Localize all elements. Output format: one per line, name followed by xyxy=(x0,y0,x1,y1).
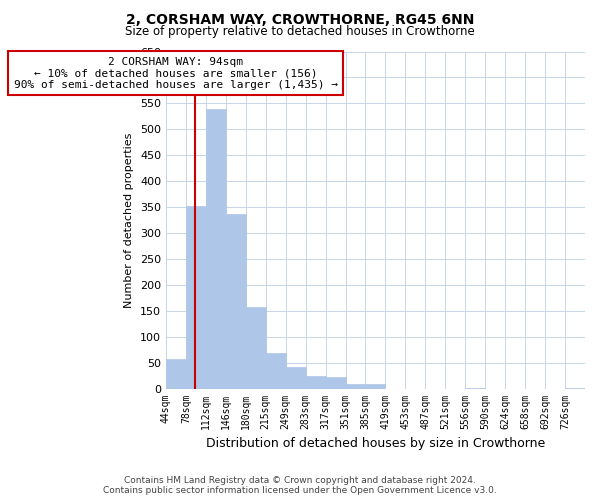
Bar xyxy=(186,206,206,388)
Bar xyxy=(365,384,385,388)
Bar xyxy=(326,377,346,388)
Text: Size of property relative to detached houses in Crowthorne: Size of property relative to detached ho… xyxy=(125,25,475,38)
Bar xyxy=(166,359,186,388)
Bar xyxy=(346,384,365,388)
Bar xyxy=(206,108,226,388)
Bar xyxy=(226,214,246,388)
Bar xyxy=(266,354,286,388)
Text: 2, CORSHAM WAY, CROWTHORNE, RG45 6NN: 2, CORSHAM WAY, CROWTHORNE, RG45 6NN xyxy=(126,12,474,26)
Text: Contains HM Land Registry data © Crown copyright and database right 2024.
Contai: Contains HM Land Registry data © Crown c… xyxy=(103,476,497,495)
Bar xyxy=(305,376,326,388)
X-axis label: Distribution of detached houses by size in Crowthorne: Distribution of detached houses by size … xyxy=(206,437,545,450)
Bar xyxy=(246,306,266,388)
Text: 2 CORSHAM WAY: 94sqm
← 10% of detached houses are smaller (156)
90% of semi-deta: 2 CORSHAM WAY: 94sqm ← 10% of detached h… xyxy=(14,56,338,90)
Y-axis label: Number of detached properties: Number of detached properties xyxy=(124,132,134,308)
Bar xyxy=(286,367,305,388)
